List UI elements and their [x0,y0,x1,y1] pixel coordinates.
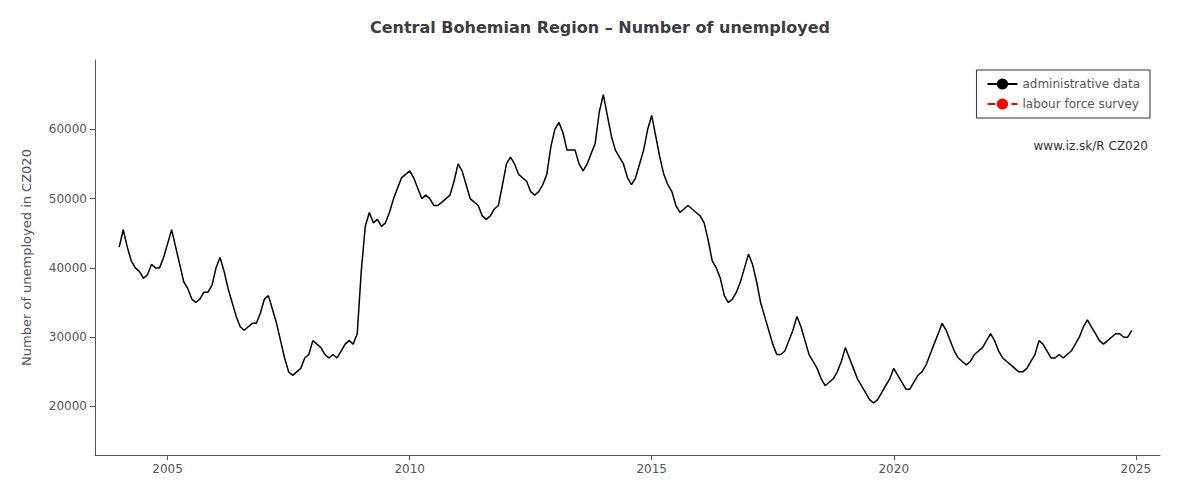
svg-text:Number of unemployed in CZ020: Number of unemployed in CZ020 [19,149,34,366]
svg-text:40000: 40000 [49,261,87,275]
svg-text:Central Bohemian Region – Numb: Central Bohemian Region – Number of unem… [370,18,830,37]
svg-text:2020: 2020 [878,462,909,476]
svg-text:www.iz.sk/R CZ020: www.iz.sk/R CZ020 [1033,139,1148,153]
svg-text:60000: 60000 [49,122,87,136]
svg-text:2005: 2005 [152,462,183,476]
svg-text:labour force survey: labour force survey [1022,97,1138,111]
svg-text:2015: 2015 [636,462,667,476]
svg-text:50000: 50000 [49,192,87,206]
svg-text:20000: 20000 [49,399,87,413]
svg-text:30000: 30000 [49,330,87,344]
svg-text:2010: 2010 [394,462,425,476]
svg-text:2025: 2025 [1121,462,1152,476]
svg-text:administrative data: administrative data [1022,77,1140,91]
